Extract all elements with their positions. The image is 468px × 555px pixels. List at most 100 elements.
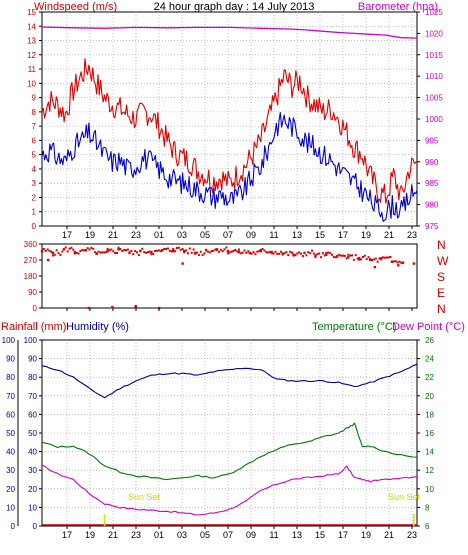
direction-point: [376, 260, 379, 263]
direction-point: [77, 252, 80, 255]
windspeed-ytick-label: 7: [32, 122, 37, 131]
direction-point: [265, 251, 268, 254]
direction-point: [243, 249, 246, 252]
dewpoint-axis-title: Dew Point (°C): [392, 321, 465, 333]
direction-point: [311, 249, 313, 252]
direction-plot-frame: [41, 243, 418, 309]
dewpoint-line: [41, 464, 418, 516]
direction-point: [197, 254, 200, 257]
direction-point: [81, 248, 84, 251]
compass-label: N: [437, 302, 446, 316]
direction-point: [134, 250, 137, 253]
temperature-ytick-label: 10: [425, 485, 434, 494]
rainfall-ytick-label: 60: [6, 410, 15, 419]
direction-point: [181, 248, 184, 251]
rainfall-ytick-label: 80: [6, 373, 15, 382]
direction-point: [380, 257, 383, 260]
direction-point: [280, 250, 283, 253]
direction-point: [205, 248, 208, 251]
direction-point: [325, 252, 328, 255]
wind-xtick-label: 21: [384, 230, 394, 240]
direction-point: [354, 254, 357, 257]
direction-point: [327, 251, 330, 254]
temperature-ytick-label: 16: [425, 429, 434, 438]
windspeed-ytick-label: 0: [32, 222, 37, 231]
barometer-ytick-label: 1005: [425, 94, 443, 103]
wind-xtick-label: 23: [407, 230, 417, 240]
direction-point: [217, 250, 220, 253]
direction-point: [292, 254, 295, 257]
rainfall-ytick-label: 30: [6, 466, 15, 475]
direction-point: [340, 254, 343, 257]
direction-point: [298, 251, 301, 254]
barometer-ytick-label: 975: [425, 222, 439, 231]
direction-point: [79, 250, 82, 253]
temperature-ytick-label: 20: [425, 392, 434, 401]
direction-point: [136, 251, 138, 254]
rainfall-ytick-label: 0: [11, 522, 16, 531]
rainfall-ytick-label: 70: [6, 392, 15, 401]
direction-point: [294, 254, 297, 257]
direction-point: [83, 249, 86, 252]
direction-point: [110, 248, 113, 251]
windspeed-ytick-label: 12: [27, 51, 36, 60]
wind-average-line: [41, 112, 418, 222]
direction-point: [269, 250, 272, 253]
direction-point: [252, 251, 255, 254]
windspeed-ytick-label: 6: [32, 136, 37, 145]
direction-point: [111, 305, 114, 309]
wind-barometer-panel: 0123456789101112131415975980985990995100…: [27, 8, 443, 240]
barometer-ytick-label: 985: [425, 179, 439, 188]
direction-point: [181, 262, 184, 265]
humidity-temperature-panel: 0102030405060708090100010203040506070809…: [2, 336, 435, 540]
direction-point: [412, 262, 416, 265]
windspeed-ytick-label: 11: [28, 65, 37, 74]
direction-point: [237, 248, 240, 251]
chart-title: 24 hour graph day : 14 July 2013: [154, 1, 315, 13]
compass-label: W: [437, 254, 449, 268]
direction-point: [321, 252, 324, 255]
direction-point: [174, 250, 177, 253]
direction-point: [232, 249, 235, 252]
barometer-ytick-label: 995: [425, 136, 439, 145]
direction-point: [46, 248, 49, 251]
direction-point: [47, 258, 50, 262]
direction-point: [237, 250, 241, 254]
direction-point: [66, 250, 69, 253]
wind-xtick-label: 09: [246, 230, 256, 240]
direction-point: [301, 255, 304, 258]
rainfall-ytick-label: 40: [6, 448, 15, 457]
direction-point: [247, 250, 250, 253]
temperature-ytick-label: 22: [425, 373, 434, 382]
humidity-xtick-label: 05: [200, 530, 210, 540]
humidity-ytick-label: 10: [28, 503, 37, 512]
barometer-ytick-label: 1025: [425, 8, 443, 17]
direction-point: [309, 252, 312, 255]
direction-point: [90, 246, 93, 249]
direction-point: [130, 249, 133, 252]
direction-point: [226, 249, 230, 253]
direction-point: [387, 256, 390, 259]
direction-point: [84, 249, 87, 252]
wind-xtick-label: 17: [338, 230, 348, 240]
direction-point: [228, 251, 231, 254]
humidity-xtick-label: 19: [85, 530, 95, 540]
direction-point: [214, 248, 217, 251]
humidity-ytick-label: 100: [24, 336, 38, 345]
temperature-ytick-label: 18: [425, 410, 434, 419]
direction-point: [401, 261, 405, 264]
direction-point: [216, 248, 218, 251]
direction-point: [59, 253, 62, 256]
direction-point: [64, 246, 67, 249]
direction-point: [276, 252, 279, 255]
rainfall-ytick-label: 20: [6, 485, 15, 494]
compass-label: E: [437, 286, 445, 300]
humidity-xtick-label: 21: [384, 530, 394, 540]
wind-xtick-label: 07: [223, 230, 233, 240]
direction-point: [106, 247, 109, 250]
direction-point: [156, 249, 158, 252]
windspeed-ytick-label: 2: [32, 193, 37, 202]
direction-point: [219, 248, 222, 251]
direction-point: [53, 253, 56, 256]
humidity-xtick-label: 17: [62, 530, 72, 540]
